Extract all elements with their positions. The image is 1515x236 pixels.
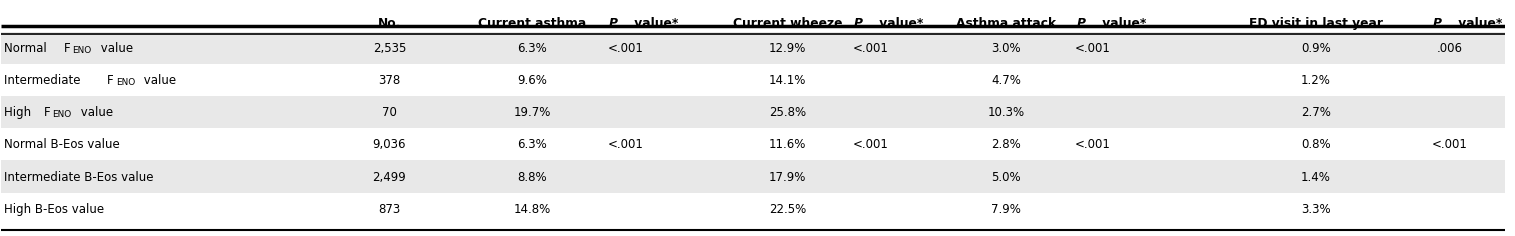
Text: 19.7%: 19.7% [514,106,551,119]
Text: 2,499: 2,499 [373,171,406,184]
Text: 7.9%: 7.9% [991,203,1021,216]
Text: 9.6%: 9.6% [517,74,547,87]
Text: value: value [97,42,133,55]
Text: Asthma attack: Asthma attack [956,17,1056,30]
Text: High B-Eos value: High B-Eos value [5,203,105,216]
Text: <.001: <.001 [1432,139,1468,152]
Text: 3.3%: 3.3% [1301,203,1330,216]
Text: F: F [108,74,114,87]
Text: No.: No. [377,17,401,30]
Text: value*: value* [1454,17,1503,30]
Text: value*: value* [876,17,924,30]
Text: Normal B-Eos value: Normal B-Eos value [5,139,120,152]
Text: 2.8%: 2.8% [991,139,1021,152]
Text: 6.3%: 6.3% [517,139,547,152]
Text: value*: value* [630,17,679,30]
Text: 873: 873 [379,203,400,216]
Text: F: F [44,106,50,119]
Text: <.001: <.001 [608,42,644,55]
Text: value: value [77,106,114,119]
Text: <.001: <.001 [608,139,644,152]
Text: Normal: Normal [5,42,52,55]
Text: 14.8%: 14.8% [514,203,551,216]
Text: 378: 378 [379,74,400,87]
Text: P: P [854,17,864,30]
Text: High: High [5,106,35,119]
Text: value: value [141,74,176,87]
Text: 2.7%: 2.7% [1301,106,1330,119]
Text: P: P [1077,17,1086,30]
Text: 25.8%: 25.8% [770,106,806,119]
Bar [2,160,1506,193]
Bar [2,32,1506,64]
Text: <.001: <.001 [853,42,888,55]
Text: 1.2%: 1.2% [1301,74,1330,87]
Text: 10.3%: 10.3% [988,106,1024,119]
Text: F: F [64,42,71,55]
Text: Current asthma: Current asthma [479,17,586,30]
Text: 11.6%: 11.6% [770,139,806,152]
Text: 12.9%: 12.9% [770,42,806,55]
Text: 6.3%: 6.3% [517,42,547,55]
Text: Intermediate B-Eos value: Intermediate B-Eos value [5,171,155,184]
Text: 4.7%: 4.7% [991,74,1021,87]
Text: 70: 70 [382,106,397,119]
Text: <.001: <.001 [1076,139,1110,152]
Text: <.001: <.001 [853,139,888,152]
Text: ED visit in last year: ED visit in last year [1248,17,1383,30]
Text: Intermediate: Intermediate [5,74,85,87]
Text: <.001: <.001 [1076,42,1110,55]
Text: 3.0%: 3.0% [991,42,1021,55]
Text: 0.9%: 0.9% [1301,42,1330,55]
Text: ENO: ENO [115,78,135,87]
Text: P: P [609,17,618,30]
Text: 2,535: 2,535 [373,42,406,55]
Text: 1.4%: 1.4% [1301,171,1330,184]
Text: 9,036: 9,036 [373,139,406,152]
Text: 14.1%: 14.1% [770,74,806,87]
Text: P: P [1433,17,1442,30]
Text: value*: value* [1098,17,1145,30]
Text: 0.8%: 0.8% [1301,139,1330,152]
Text: .006: .006 [1436,42,1462,55]
Text: 22.5%: 22.5% [770,203,806,216]
Text: 5.0%: 5.0% [991,171,1021,184]
Text: ENO: ENO [53,110,71,119]
Bar [2,96,1506,128]
Text: 17.9%: 17.9% [770,171,806,184]
Text: ENO: ENO [73,46,92,55]
Text: Current wheeze: Current wheeze [733,17,842,30]
Text: 8.8%: 8.8% [518,171,547,184]
